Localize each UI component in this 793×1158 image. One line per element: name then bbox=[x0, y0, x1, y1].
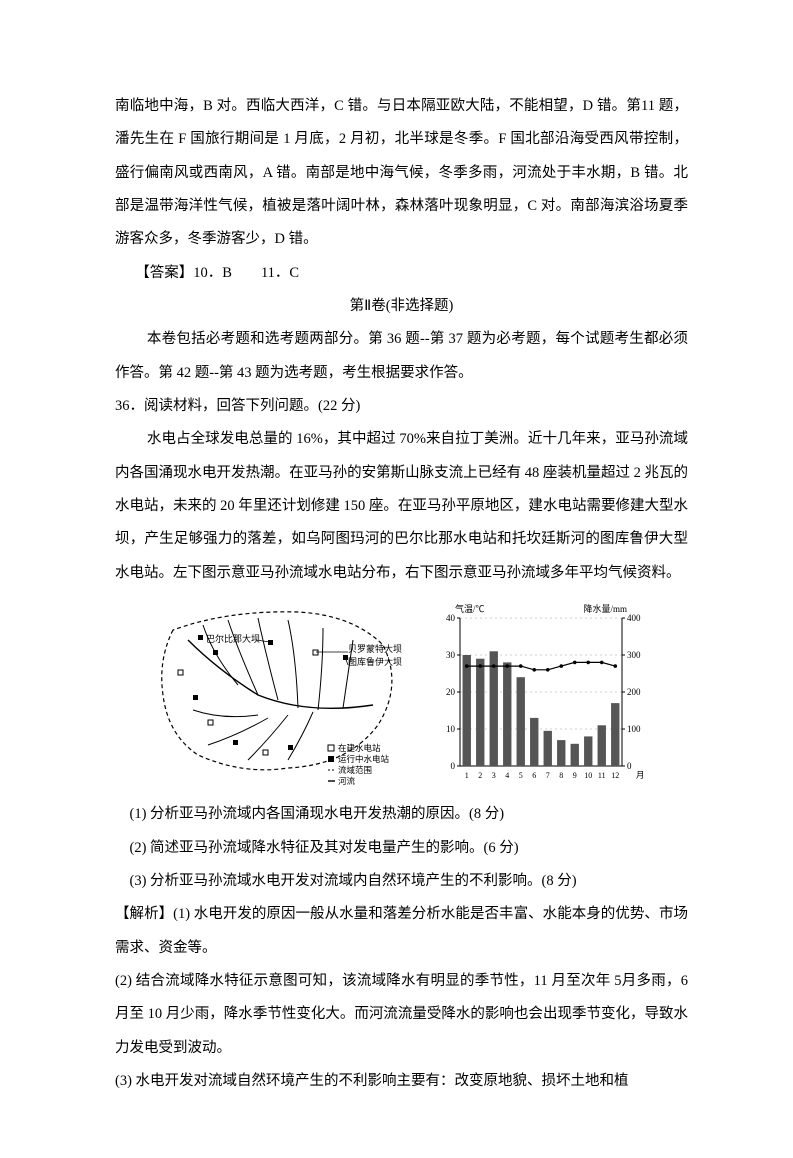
sub-question-1: (1) 分析亚马孙流域内各国涌现水电开发热潮的原因。(8 分) bbox=[115, 798, 688, 831]
svg-text:100: 100 bbox=[627, 724, 641, 734]
svg-text:40: 40 bbox=[446, 613, 456, 623]
svg-text:10: 10 bbox=[584, 771, 592, 780]
svg-text:7: 7 bbox=[545, 771, 549, 780]
analysis-1: 【解析】(1) 水电开发的原因一般从水量和落差分析水能是否丰富、水能本身的优势、… bbox=[115, 898, 688, 965]
sub-question-2: (2) 简述亚马孙流域降水特征及其对发电量产生的影响。(6 分) bbox=[115, 832, 688, 865]
legend-2: 运行中水电站 bbox=[338, 754, 390, 764]
figure-row: 巴尔比那大坝 贝罗蒙特大坝 图库鲁伊大坝 在建水电站 运行中水电站 流域范围 河… bbox=[115, 600, 688, 790]
section-intro: 本卷包括必考题和选考题两部分。第 36 题--第 37 题为必考题，每个试题考生… bbox=[115, 323, 688, 390]
svg-text:气温/℃: 气温/℃ bbox=[455, 603, 485, 614]
sub-question-3: (3) 分析亚马孙流域水电开发对流域内自然环境产生的不利影响。(8 分) bbox=[115, 865, 688, 898]
svg-text:200: 200 bbox=[627, 687, 641, 697]
map-figure: 巴尔比那大坝 贝罗蒙特大坝 图库鲁伊大坝 在建水电站 运行中水电站 流域范围 河… bbox=[148, 600, 408, 790]
svg-text:20: 20 bbox=[446, 687, 456, 697]
map-label-dam1: 巴尔比那大坝 bbox=[206, 633, 260, 644]
legend-4: 河流 bbox=[338, 776, 356, 786]
svg-text:0: 0 bbox=[450, 761, 455, 771]
analysis-3: (3) 水电开发对流域自然环境产生的不利影响主要有：改变原地貌、损坏土地和植 bbox=[115, 1065, 688, 1098]
paragraph-continuation: 南临地中海，B 对。西临大西洋，C 错。与日本隔亚欧大陆，不能相望，D 错。第1… bbox=[115, 90, 688, 257]
section-header: 第Ⅱ卷(非选择题) bbox=[115, 290, 688, 323]
question-36-stem: 36．阅读材料，回答下列问题。(22 分) bbox=[115, 390, 688, 423]
svg-text:12: 12 bbox=[611, 771, 619, 780]
legend-1: 在建水电站 bbox=[338, 743, 381, 753]
svg-text:9: 9 bbox=[572, 771, 576, 780]
svg-text:1: 1 bbox=[464, 771, 468, 780]
svg-text:10: 10 bbox=[446, 724, 456, 734]
legend-3: 流域范围 bbox=[338, 765, 372, 775]
svg-text:降水量/mm: 降水量/mm bbox=[583, 603, 627, 614]
svg-text:8: 8 bbox=[559, 771, 563, 780]
answer-line: 【答案】10．B 11．C bbox=[115, 257, 688, 290]
svg-text:11: 11 bbox=[597, 771, 605, 780]
question-36-body: 水电占全球发电总量的 16%，其中超过 70%来自拉丁美洲。近十几年来，亚马孙流… bbox=[115, 423, 688, 590]
svg-text:0: 0 bbox=[627, 761, 632, 771]
svg-text:400: 400 bbox=[627, 613, 641, 623]
svg-text:5: 5 bbox=[518, 771, 522, 780]
climate-chart: 气温/℃降水量/mm010203040010020030040012345678… bbox=[426, 600, 656, 790]
svg-text:4: 4 bbox=[505, 771, 509, 780]
svg-text:3: 3 bbox=[491, 771, 495, 780]
analysis-2: (2) 结合流域降水特征示意图可知，该流域降水有明显的季节性，11 月至次年 5… bbox=[115, 965, 688, 1065]
map-label-dam3: 图库鲁伊大坝 bbox=[348, 656, 402, 667]
svg-text:6: 6 bbox=[532, 771, 536, 780]
svg-text:300: 300 bbox=[627, 650, 641, 660]
document-page: 南临地中海，B 对。西临大西洋，C 错。与日本隔亚欧大陆，不能相望，D 错。第1… bbox=[0, 0, 793, 1158]
svg-text:月: 月 bbox=[636, 770, 645, 780]
svg-text:2: 2 bbox=[478, 771, 482, 780]
map-label-dam2: 贝罗蒙特大坝 bbox=[348, 643, 402, 654]
svg-text:30: 30 bbox=[446, 650, 456, 660]
